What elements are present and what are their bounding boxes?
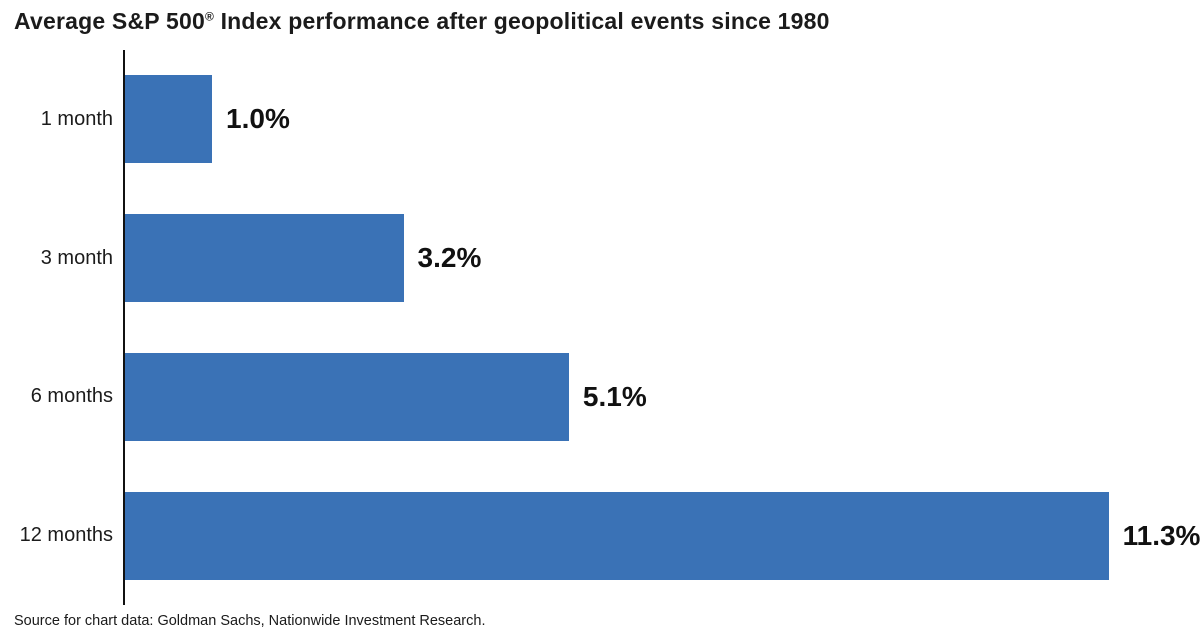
value-label: 11.3% (1122, 519, 1200, 551)
category-label: 3 month (40, 246, 113, 269)
plot-area: 11.3% (125, 466, 1200, 605)
source-note: Source for chart data: Goldman Sachs, Na… (14, 613, 486, 629)
bar-row: 1 month 1.0% (0, 50, 1200, 189)
bar-row: 3 month 3.2% (0, 189, 1200, 328)
category-label: 6 months (30, 385, 113, 408)
category-label: 1 month (40, 107, 113, 130)
bar (125, 214, 404, 303)
plot-area: 1.0% (125, 50, 1200, 189)
plot-area: 5.1% (125, 328, 1200, 467)
bar (125, 75, 213, 164)
value-label: 3.2% (417, 242, 482, 274)
value-label: 1.0% (226, 103, 290, 135)
registered-trademark-mark: ® (204, 9, 214, 24)
category-label: 12 months (19, 524, 113, 547)
page-title: Average S&P 500® Index performance after… (14, 8, 830, 35)
title-text-pre: Average S&P 500 (14, 8, 205, 34)
bar-row: 12 months 11.3% (0, 466, 1200, 605)
bar (125, 491, 1109, 580)
bar (125, 352, 569, 441)
y-axis-line (123, 50, 125, 605)
bar-row: 6 months 5.1% (0, 328, 1200, 467)
bar-chart: 1 month 1.0% 3 month 3.2% 6 months 5.1% … (0, 50, 1200, 605)
value-label: 5.1% (582, 380, 647, 412)
plot-area: 3.2% (125, 189, 1200, 328)
title-text-post: Index performance after geopolitical eve… (214, 8, 830, 34)
